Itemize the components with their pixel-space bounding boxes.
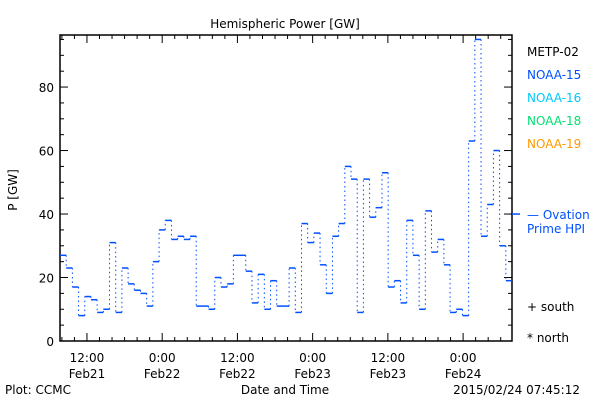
x-tick-time: 12:00	[371, 351, 406, 365]
y-tick-label: 60	[39, 145, 54, 159]
x-tick-date: Feb22	[144, 367, 181, 381]
footer-timestamp: 2015/02/24 07:45:12	[453, 383, 580, 397]
x-tick-time: 0:00	[450, 351, 477, 365]
legend-entry: NOAA-18	[527, 114, 581, 128]
marker-south: + south	[527, 300, 574, 314]
x-axis-label: Date and Time	[241, 383, 329, 397]
hpi-label-1: — Ovation	[527, 208, 590, 222]
chart-title: Hemispheric Power [GW]	[210, 17, 360, 31]
legend-entry: METP-02	[527, 45, 579, 59]
x-tick-date: Feb23	[370, 367, 407, 381]
x-tick-date: Feb24	[445, 367, 482, 381]
y-tick-label: 0	[46, 335, 54, 349]
y-tick-label: 40	[39, 208, 54, 222]
y-tick-label: 20	[39, 272, 54, 286]
x-tick-time: 12:00	[220, 351, 255, 365]
footer-plot-credit: Plot: CCMC	[5, 383, 71, 397]
legend-entry: NOAA-16	[527, 91, 581, 105]
legend-entry: NOAA-19	[527, 137, 581, 151]
x-tick-date: Feb22	[219, 367, 256, 381]
x-tick-date: Feb21	[69, 367, 106, 381]
hpi-label-2: Prime HPI	[527, 222, 585, 236]
x-tick-time: 0:00	[149, 351, 176, 365]
y-axis-label: P [GW]	[6, 169, 20, 211]
x-tick-time: 12:00	[70, 351, 105, 365]
plot-frame	[59, 34, 513, 342]
marker-north: * north	[527, 331, 569, 345]
y-tick-label: 80	[39, 81, 54, 95]
x-tick-date: Feb23	[294, 367, 331, 381]
x-tick-time: 0:00	[299, 351, 326, 365]
legend-entry: NOAA-15	[527, 68, 581, 82]
